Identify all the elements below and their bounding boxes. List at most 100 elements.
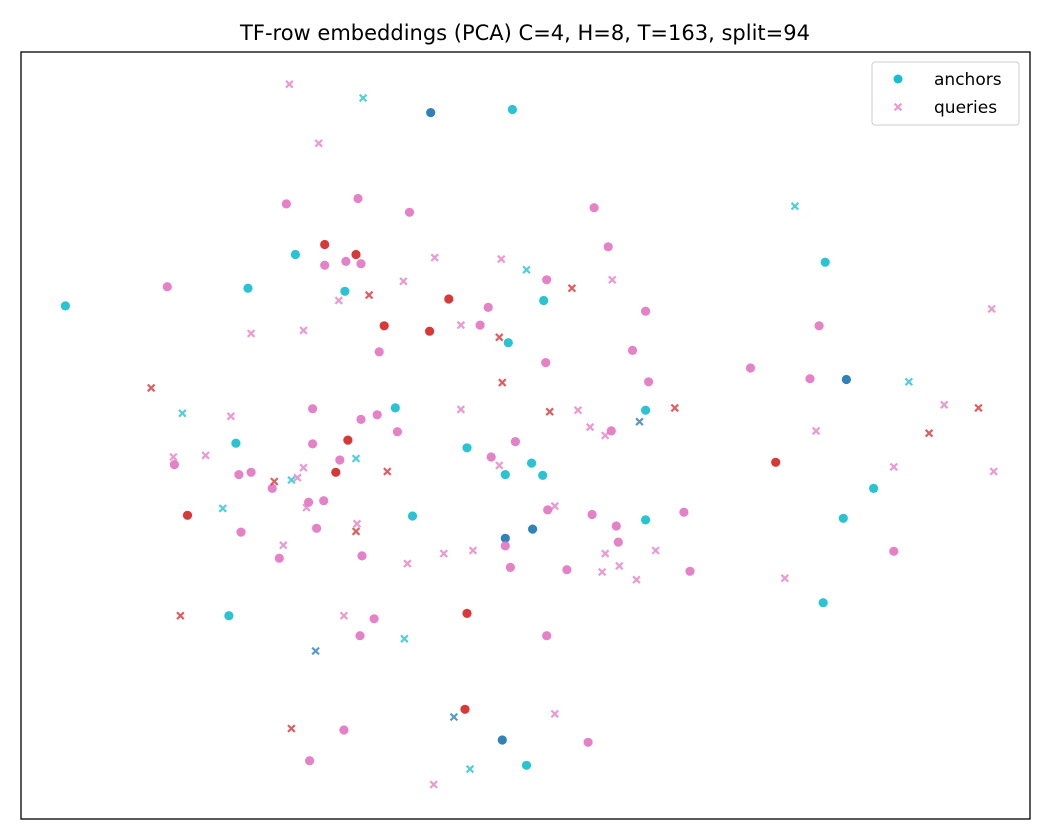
query-point	[226, 412, 236, 421]
anchor-point	[339, 725, 349, 735]
anchor-point	[583, 737, 593, 747]
anchor-point	[320, 260, 330, 270]
query-point	[400, 634, 409, 643]
query-point	[940, 400, 949, 409]
query-point	[270, 477, 279, 486]
query-point	[456, 320, 466, 330]
query-point	[169, 452, 178, 462]
query-point	[522, 265, 531, 274]
anchor-point	[483, 302, 493, 312]
anchor-point	[521, 760, 532, 770]
query-point	[598, 567, 607, 577]
anchor-point	[644, 377, 654, 387]
anchor-point	[320, 239, 330, 250]
anchor-point	[246, 467, 256, 477]
anchor-point	[308, 404, 318, 414]
anchor-point	[312, 523, 322, 533]
anchor-point	[641, 405, 651, 415]
anchor-point	[182, 510, 193, 520]
anchor-point	[507, 104, 517, 115]
query-point	[989, 467, 998, 476]
query-point	[358, 93, 368, 103]
anchor-point	[587, 509, 597, 520]
query-point	[974, 403, 983, 413]
anchor-point	[641, 515, 651, 525]
anchor-point	[304, 497, 314, 507]
legend-anchors-marker	[893, 74, 903, 84]
query-point	[615, 561, 624, 571]
query-point	[987, 304, 996, 314]
anchor-point	[527, 458, 537, 468]
legend-queries-marker	[893, 102, 903, 112]
legend-anchors-label: anchors	[934, 70, 1002, 90]
query-point	[889, 462, 898, 472]
anchor-point	[224, 611, 234, 621]
anchor-point	[407, 511, 418, 521]
anchor-point	[603, 242, 613, 252]
query-point	[456, 405, 466, 414]
anchor-point	[162, 282, 172, 292]
query-point	[550, 501, 559, 511]
anchor-point	[335, 455, 345, 465]
anchor-point	[234, 470, 244, 480]
query-point	[601, 431, 610, 440]
anchor-point	[341, 256, 351, 266]
query-point	[635, 417, 644, 426]
query-point	[449, 712, 459, 722]
query-point	[608, 275, 617, 284]
query-point	[351, 454, 361, 463]
anchor-point	[390, 403, 400, 413]
query-point	[632, 575, 641, 584]
query-point	[790, 202, 800, 211]
query-point	[299, 326, 308, 335]
anchor-point	[475, 320, 485, 330]
query-point	[302, 503, 311, 512]
query-point	[334, 296, 343, 305]
query-point	[497, 254, 506, 264]
anchor-point	[627, 345, 638, 355]
anchor-point	[679, 507, 689, 517]
query-point	[468, 546, 478, 555]
query-point	[403, 559, 412, 568]
legend-box	[871, 61, 1020, 126]
anchor-point	[462, 608, 472, 619]
query-point	[670, 403, 679, 413]
chart-title: TF-row embeddings (PCA) C=4, H=8, T=163,…	[239, 21, 810, 45]
anchor-point	[374, 347, 384, 357]
anchor-point	[541, 358, 551, 368]
query-point	[352, 519, 362, 528]
anchor-point	[290, 249, 300, 260]
query-point	[585, 422, 595, 432]
query-point	[495, 333, 504, 342]
anchor-point	[444, 294, 454, 304]
anchor-point	[343, 435, 353, 445]
anchor-point	[425, 326, 435, 336]
query-point	[383, 467, 392, 476]
anchor-point	[528, 524, 538, 534]
query-point	[567, 284, 577, 293]
query-point	[351, 527, 361, 536]
anchor-point	[308, 439, 318, 449]
anchor-point	[641, 306, 651, 316]
anchor-point	[503, 338, 513, 348]
anchor-point	[820, 257, 830, 267]
anchor-point	[889, 546, 899, 556]
query-point	[287, 475, 296, 485]
query-point	[246, 329, 256, 338]
plot-frame	[20, 51, 1031, 820]
anchor-point	[462, 443, 472, 453]
anchor-point	[685, 566, 695, 576]
anchor-point	[460, 704, 470, 714]
anchor-point	[542, 631, 552, 641]
anchor-point	[814, 321, 824, 331]
anchor-point	[510, 437, 520, 447]
anchor-point	[281, 199, 291, 209]
query-point	[201, 451, 210, 460]
query-point	[924, 429, 934, 438]
query-point	[601, 549, 610, 558]
query-point	[287, 724, 296, 733]
anchor-point	[331, 467, 341, 477]
anchor-point	[356, 414, 366, 424]
